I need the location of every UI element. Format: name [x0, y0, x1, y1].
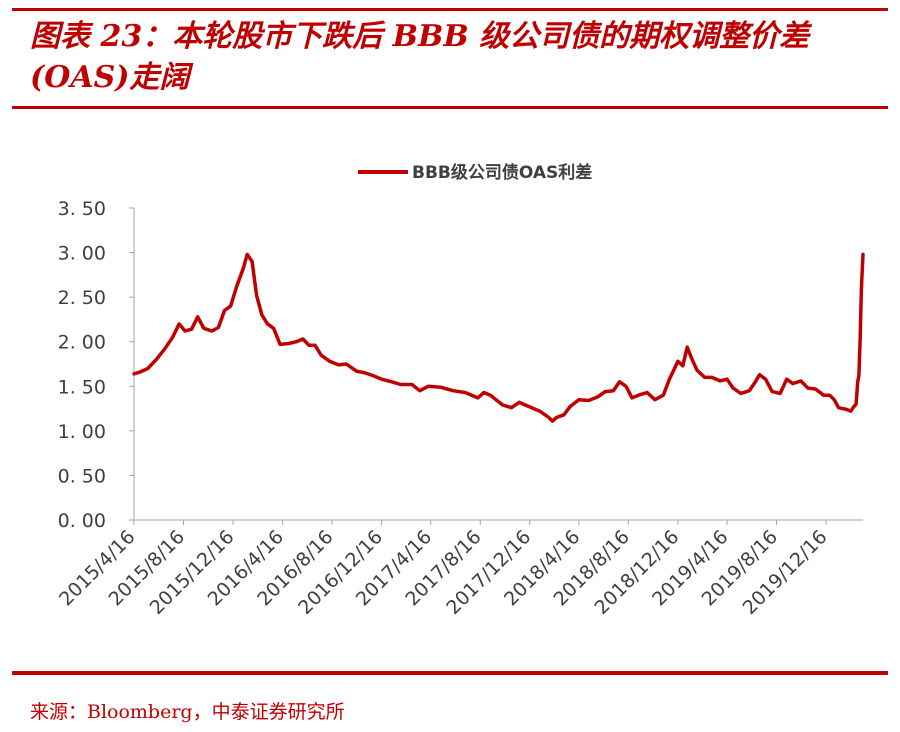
- legend-label: BBB级公司债OAS利差: [412, 162, 592, 183]
- y-axis-ticks: 0. 00 0. 50 1. 00 1. 50 2. 00 2. 50 3. 00 3. 50: [58, 198, 134, 532]
- y-tick-label: 3. 50: [58, 198, 106, 220]
- top-rule: [12, 8, 888, 11]
- x-axis-ticks: 2015/4/162015/8/162015/12/162016/4/16201…: [55, 520, 832, 619]
- series-line-bbb-oas: [132, 252, 865, 423]
- y-tick-label: 2. 00: [58, 332, 106, 354]
- y-tick-label: 0. 50: [58, 465, 106, 487]
- y-tick-label: 1. 00: [58, 421, 106, 443]
- y-tick-label: 0. 00: [58, 510, 106, 532]
- figure-title: 图表 23：本轮股市下跌后 BBB 级公司债的期权调整价差(OAS)走阔: [30, 19, 810, 95]
- footer-rule: [12, 671, 888, 675]
- title-rule: [12, 106, 888, 109]
- series-group: [132, 252, 865, 423]
- y-tick-label: 2. 50: [58, 287, 106, 309]
- chart-axes: [133, 208, 863, 521]
- chart-legend: BBB级公司债OAS利差: [358, 162, 592, 183]
- source-note: 来源：Bloomberg，中泰证券研究所: [30, 701, 345, 723]
- y-tick-label: 1. 50: [58, 376, 106, 398]
- y-tick-label: 3. 00: [58, 243, 106, 265]
